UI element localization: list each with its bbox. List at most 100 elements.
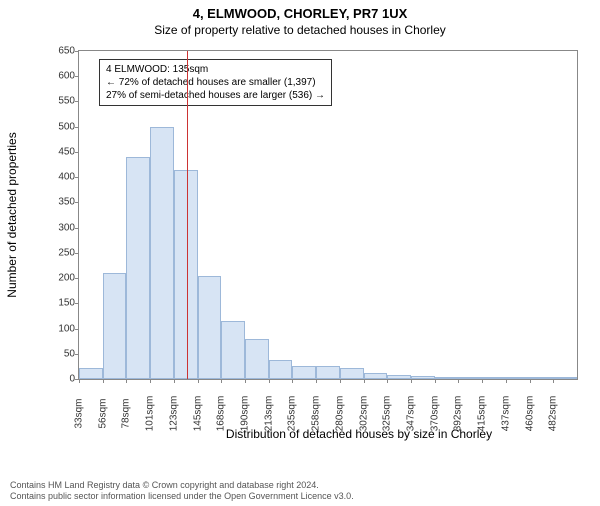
x-tick-mark (245, 379, 246, 383)
x-tick-mark (198, 379, 199, 383)
histogram-bar (553, 377, 577, 379)
x-tick-label: 190sqm (240, 396, 251, 432)
x-tick-label: 235sqm (287, 396, 298, 432)
histogram-bar (506, 377, 530, 379)
x-tick-mark (221, 379, 222, 383)
histogram-bar (292, 366, 316, 379)
footer-line1: Contains HM Land Registry data © Crown c… (10, 480, 354, 491)
y-tick-mark (75, 278, 79, 279)
x-tick-mark (364, 379, 365, 383)
x-tick-label: 33sqm (74, 398, 85, 428)
y-axis-label: Number of detached properties (5, 132, 19, 297)
x-tick-label: 482sqm (548, 396, 559, 432)
y-tick-label: 250 (58, 247, 75, 258)
x-tick-mark (458, 379, 459, 383)
histogram-bar (316, 366, 340, 379)
x-tick-mark (435, 379, 436, 383)
histogram-bar (126, 157, 150, 379)
x-tick-label: 101sqm (145, 396, 156, 432)
x-tick-label: 460sqm (524, 396, 535, 432)
footer-line2: Contains public sector information licen… (10, 491, 354, 502)
y-tick-mark (75, 329, 79, 330)
y-tick-mark (75, 177, 79, 178)
x-tick-label: 347sqm (406, 396, 417, 432)
histogram-bar (435, 377, 459, 379)
y-tick-label: 650 (58, 46, 75, 57)
x-tick-label: 258sqm (311, 396, 322, 432)
y-tick-label: 50 (64, 348, 75, 359)
x-tick-mark (482, 379, 483, 383)
histogram-bar (198, 276, 222, 379)
x-tick-mark (387, 379, 388, 383)
histogram-bar (364, 373, 388, 379)
x-tick-label: 213sqm (263, 396, 274, 432)
x-tick-mark (79, 379, 80, 383)
x-tick-label: 392sqm (453, 396, 464, 432)
histogram-bar (458, 377, 482, 379)
y-tick-label: 550 (58, 96, 75, 107)
histogram-bar (340, 368, 364, 379)
x-tick-label: 78sqm (121, 398, 132, 428)
histogram-bar (221, 321, 245, 379)
y-tick-mark (75, 51, 79, 52)
x-tick-label: 168sqm (216, 396, 227, 432)
histogram-bar (269, 360, 293, 379)
x-tick-mark (506, 379, 507, 383)
y-tick-mark (75, 101, 79, 102)
property-marker-line (187, 51, 188, 379)
histogram-bar (79, 368, 103, 379)
x-tick-label: 145sqm (192, 396, 203, 432)
histogram-bar (103, 273, 127, 379)
y-tick-mark (75, 202, 79, 203)
x-tick-mark (530, 379, 531, 383)
y-tick-label: 600 (58, 71, 75, 82)
chart-title-main: 4, ELMWOOD, CHORLEY, PR7 1UX (0, 6, 600, 21)
x-tick-label: 370sqm (429, 396, 440, 432)
x-tick-mark (316, 379, 317, 383)
y-tick-mark (75, 127, 79, 128)
y-tick-mark (75, 76, 79, 77)
histogram-bar (411, 376, 435, 379)
x-tick-label: 415sqm (477, 396, 488, 432)
x-tick-mark (150, 379, 151, 383)
chart-title-sub: Size of property relative to detached ho… (0, 23, 600, 37)
x-tick-mark (292, 379, 293, 383)
x-tick-mark (174, 379, 175, 383)
y-tick-label: 100 (58, 323, 75, 334)
x-tick-label: 325sqm (382, 396, 393, 432)
x-tick-label: 56sqm (97, 398, 108, 428)
x-tick-mark (126, 379, 127, 383)
histogram-bar (530, 377, 554, 379)
histogram-bar (174, 170, 198, 379)
footer-credits: Contains HM Land Registry data © Crown c… (10, 480, 354, 502)
histogram-bar (482, 377, 506, 379)
y-tick-mark (75, 354, 79, 355)
annotation-box: 4 ELMWOOD: 135sqm ← 72% of detached hous… (99, 59, 332, 106)
histogram-bar (387, 375, 411, 379)
x-tick-mark (103, 379, 104, 383)
y-tick-label: 500 (58, 121, 75, 132)
x-tick-mark (269, 379, 270, 383)
y-tick-label: 350 (58, 197, 75, 208)
x-tick-mark (411, 379, 412, 383)
histogram-bar (150, 127, 174, 379)
y-tick-label: 200 (58, 273, 75, 284)
y-tick-mark (75, 303, 79, 304)
x-tick-label: 280sqm (334, 396, 345, 432)
y-tick-label: 400 (58, 172, 75, 183)
histogram-bar (245, 339, 269, 379)
x-tick-label: 123sqm (168, 396, 179, 432)
x-tick-mark (553, 379, 554, 383)
x-tick-mark (340, 379, 341, 383)
annotation-line1: 4 ELMWOOD: 135sqm (106, 63, 325, 76)
y-tick-label: 300 (58, 222, 75, 233)
y-tick-mark (75, 152, 79, 153)
y-tick-label: 150 (58, 298, 75, 309)
annotation-line2: ← 72% of detached houses are smaller (1,… (106, 76, 325, 89)
x-tick-label: 302sqm (358, 396, 369, 432)
chart-container: Number of detached properties 4 ELMWOOD:… (48, 50, 578, 420)
plot-area: 4 ELMWOOD: 135sqm ← 72% of detached hous… (78, 50, 578, 380)
y-tick-mark (75, 228, 79, 229)
y-tick-label: 450 (58, 146, 75, 157)
y-tick-mark (75, 253, 79, 254)
